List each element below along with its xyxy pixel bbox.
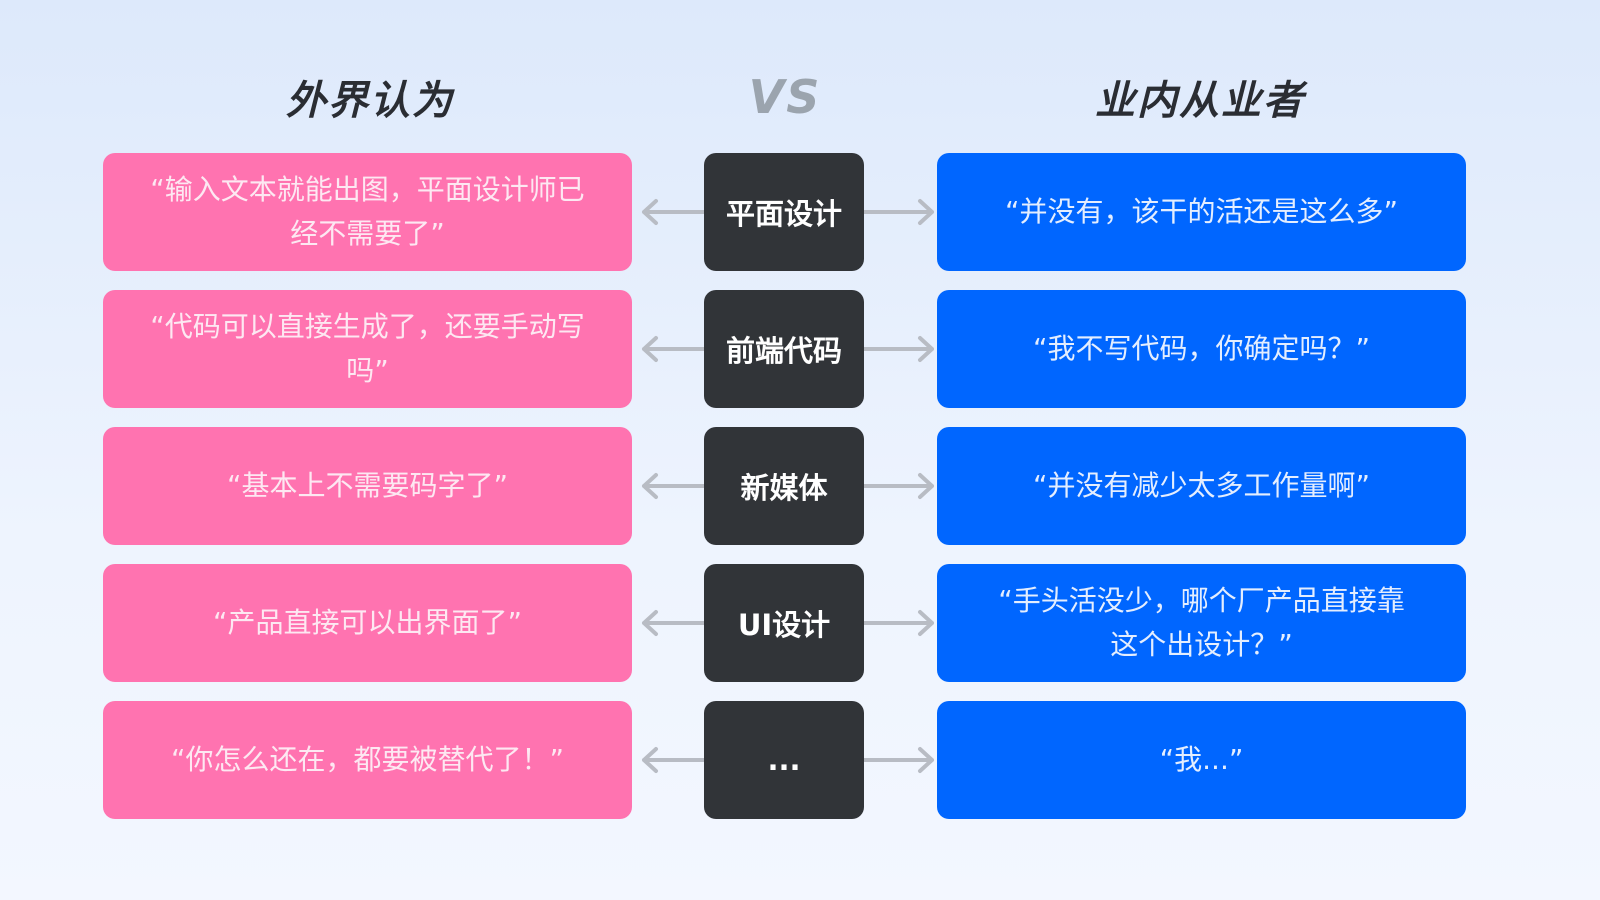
outside-view-box: “你怎么还在，都要被替代了！” bbox=[103, 701, 632, 819]
insider-view-text: “手头活没少，哪个厂产品直接靠这个出设计？” bbox=[998, 584, 1405, 661]
topic-label: 新媒体 bbox=[740, 471, 828, 505]
topic-label: 平面设计 bbox=[725, 197, 842, 231]
outside-view-box: “输入文本就能出图，平面设计师已经不需要了” bbox=[103, 153, 632, 271]
arrow-left-icon bbox=[640, 471, 714, 501]
insider-view-box: “并没有减少太多工作量啊” bbox=[937, 427, 1466, 545]
arrow-right-icon bbox=[862, 608, 936, 638]
arrow-left-icon bbox=[640, 334, 714, 364]
arrow-right-icon bbox=[862, 334, 936, 364]
arrow-left-icon bbox=[640, 608, 714, 638]
topic-box: 前端代码 bbox=[704, 290, 864, 408]
outside-view-text: “输入文本就能出图，平面设计师已经不需要了” bbox=[150, 173, 585, 250]
arrow-left-icon bbox=[640, 197, 714, 227]
outside-view-box: “代码可以直接生成了，还要手动写吗” bbox=[103, 290, 632, 408]
insider-view-text: “我...” bbox=[1159, 743, 1244, 776]
topic-label: 前端代码 bbox=[725, 334, 842, 368]
insider-view-text: “并没有减少太多工作量啊” bbox=[1032, 469, 1370, 502]
outside-view-text: “产品直接可以出界面了” bbox=[212, 606, 522, 639]
outside-view-box: “基本上不需要码字了” bbox=[103, 427, 632, 545]
arrow-left-icon bbox=[640, 745, 714, 775]
right-column-title: 业内从业者 bbox=[1095, 78, 1305, 124]
insider-view-box: “我...” bbox=[937, 701, 1466, 819]
comparison-row: “产品直接可以出界面了” UI设计 “手头活没少，哪个厂产品直接靠这个出设计？” bbox=[0, 564, 1600, 682]
comparison-row: “代码可以直接生成了，还要手动写吗” 前端代码 “我不写代码，你确定吗？” bbox=[0, 290, 1600, 408]
topic-label: ... bbox=[767, 743, 801, 777]
arrow-right-icon bbox=[862, 745, 936, 775]
comparison-row: “输入文本就能出图，平面设计师已经不需要了” 平面设计 “并没有，该干的活还是这… bbox=[0, 153, 1600, 271]
comparison-row: “你怎么还在，都要被替代了！” ... “我...” bbox=[0, 701, 1600, 819]
vs-label: VS bbox=[748, 70, 822, 124]
insider-view-box: “我不写代码，你确定吗？” bbox=[937, 290, 1466, 408]
topic-box: ... bbox=[704, 701, 864, 819]
left-column-title: 外界认为 bbox=[286, 78, 454, 124]
topic-label: UI设计 bbox=[737, 608, 831, 642]
insider-view-text: “我不写代码，你确定吗？” bbox=[1032, 332, 1370, 365]
insider-view-text: “并没有，该干的活还是这么多” bbox=[1004, 195, 1398, 228]
outside-view-box: “产品直接可以出界面了” bbox=[103, 564, 632, 682]
topic-box: UI设计 bbox=[704, 564, 864, 682]
insider-view-box: “并没有，该干的活还是这么多” bbox=[937, 153, 1466, 271]
comparison-row: “基本上不需要码字了” 新媒体 “并没有减少太多工作量啊” bbox=[0, 427, 1600, 545]
outside-view-text: “代码可以直接生成了，还要手动写吗” bbox=[150, 310, 585, 387]
topic-box: 新媒体 bbox=[704, 427, 864, 545]
topic-box: 平面设计 bbox=[704, 153, 864, 271]
insider-view-box: “手头活没少，哪个厂产品直接靠这个出设计？” bbox=[937, 564, 1466, 682]
arrow-right-icon bbox=[862, 471, 936, 501]
outside-view-text: “你怎么还在，都要被替代了！” bbox=[170, 743, 564, 776]
arrow-right-icon bbox=[862, 197, 936, 227]
outside-view-text: “基本上不需要码字了” bbox=[226, 469, 508, 502]
